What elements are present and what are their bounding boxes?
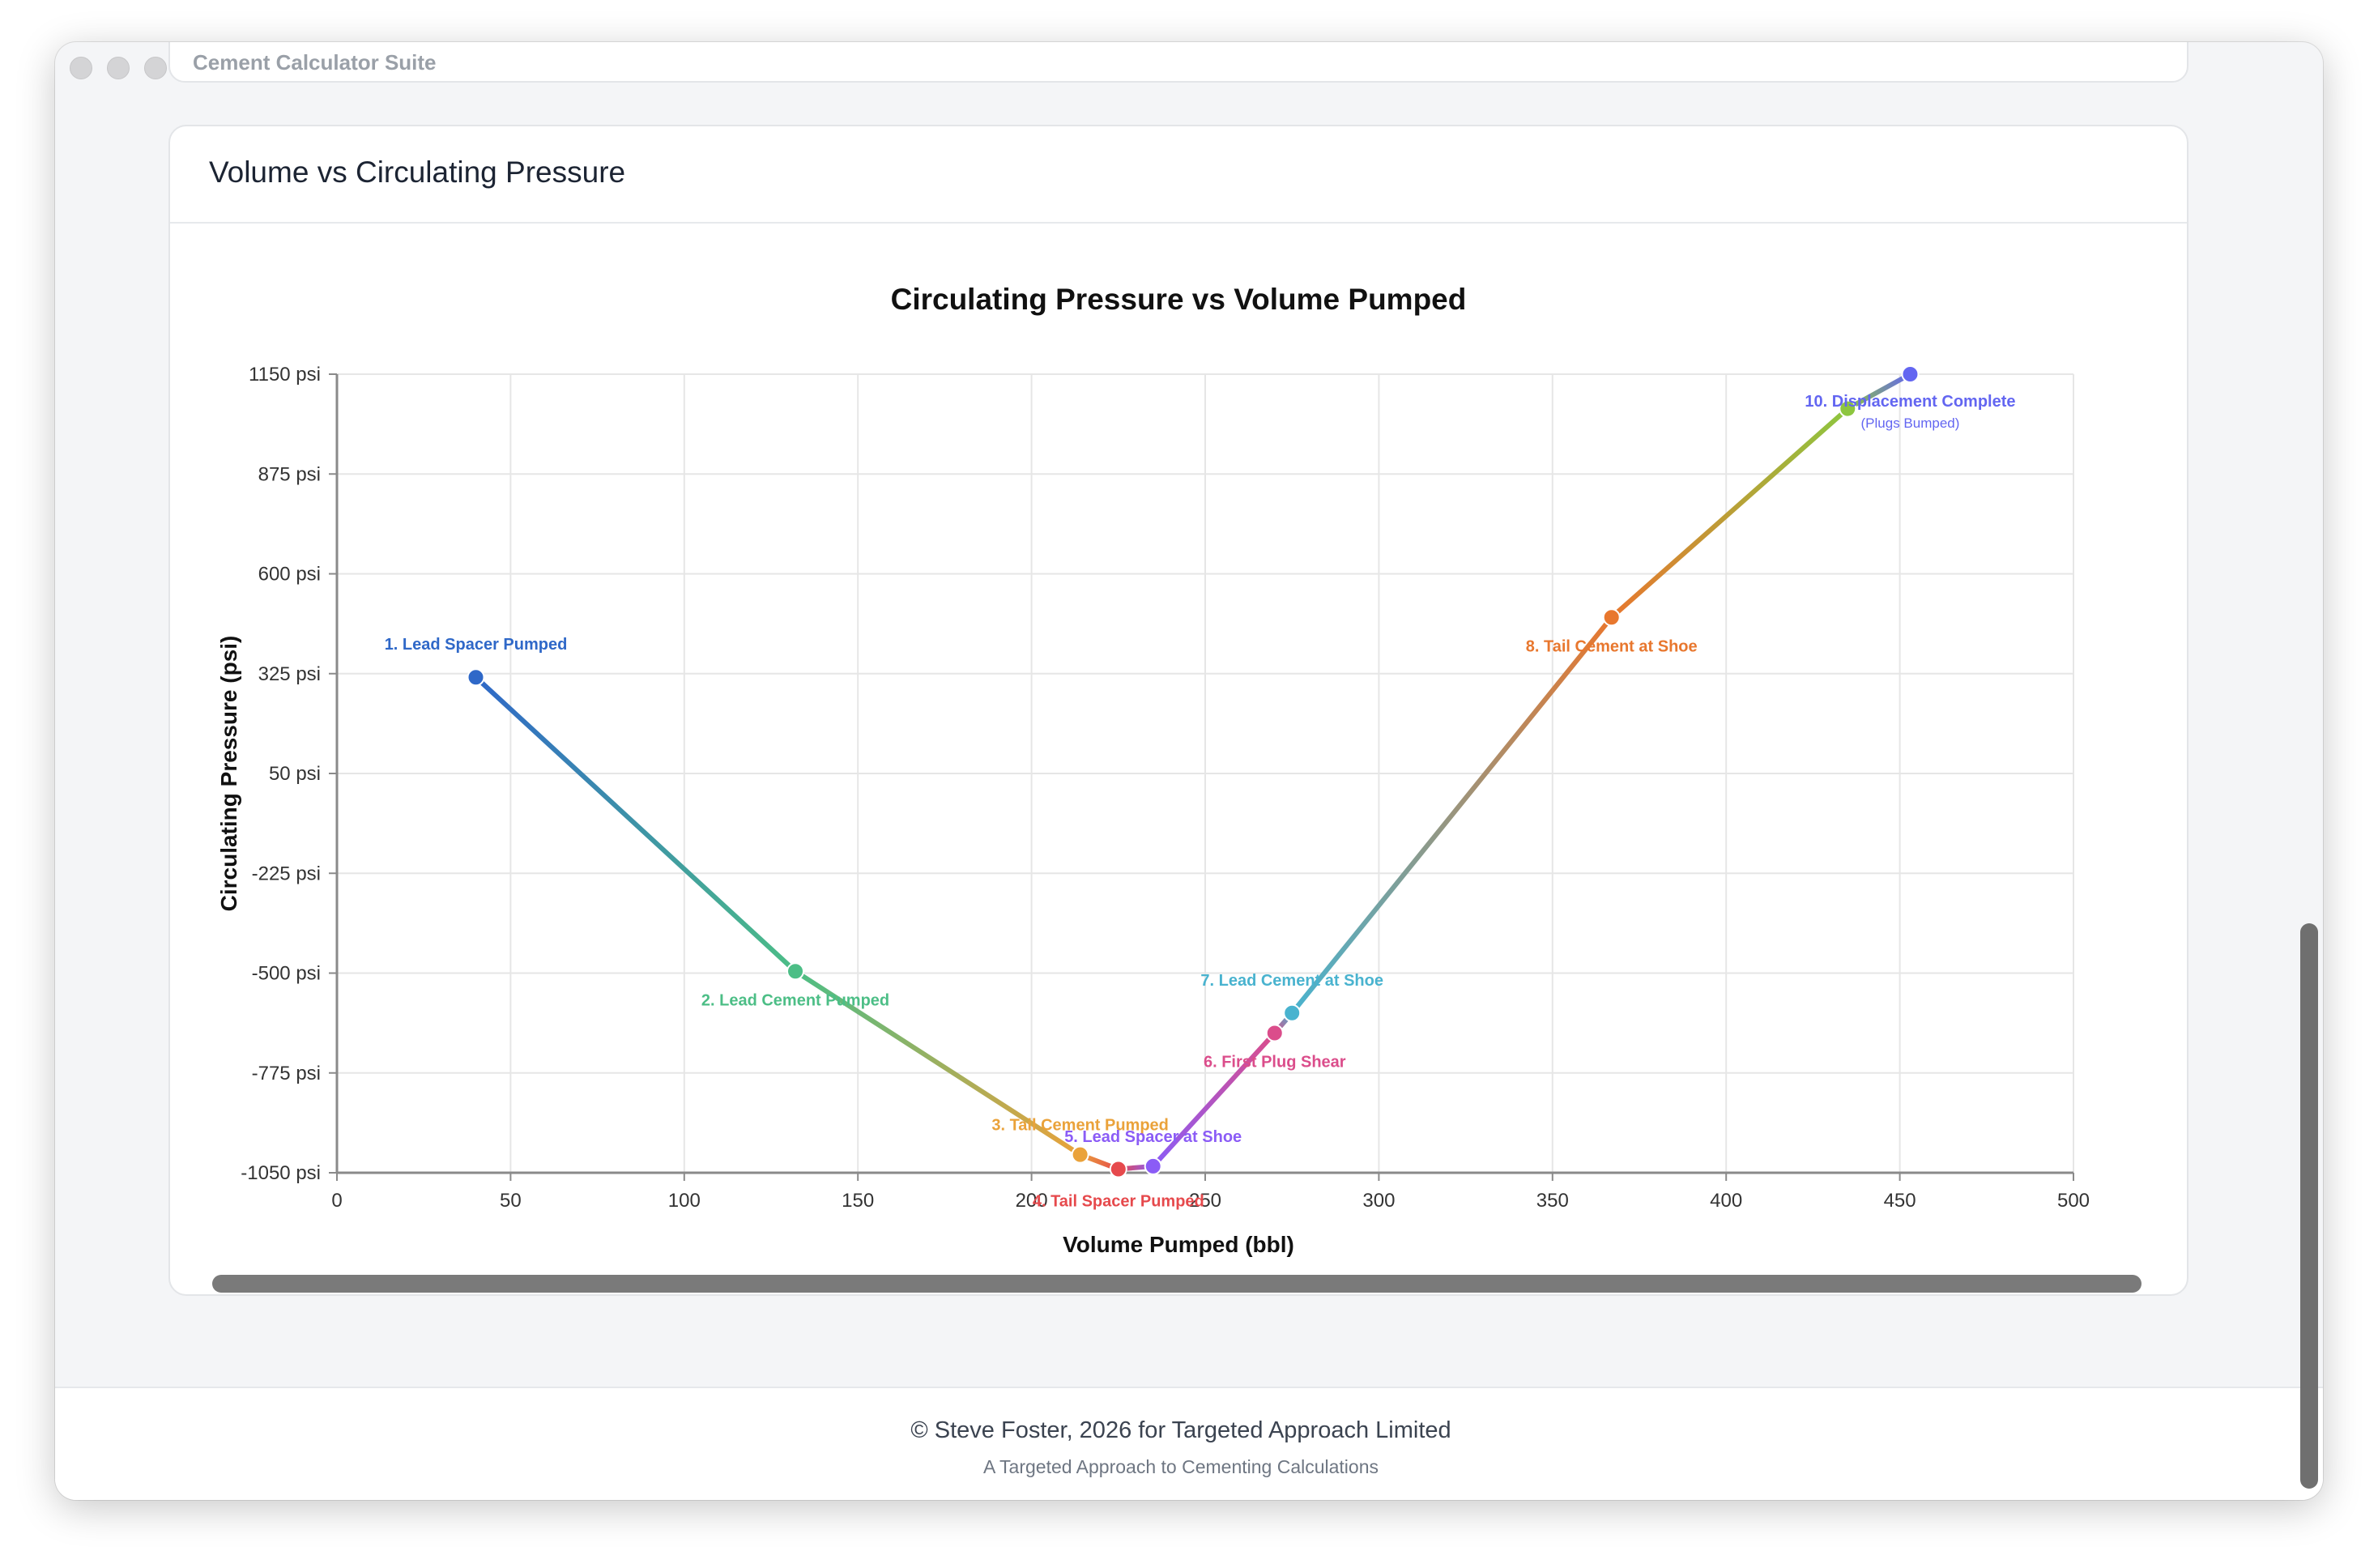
point-label: 3. Tail Cement Pumped (991, 1117, 1169, 1135)
app-header: Cement Calculator Suite (168, 42, 2188, 83)
x-tick-label: 500 (2057, 1190, 2090, 1212)
y-tick-label: 1150 psi (249, 364, 321, 386)
series-line-segment (1289, 615, 1614, 1016)
data-point (1602, 608, 1621, 627)
card-header: Volume vs Circulating Pressure (170, 126, 2187, 224)
x-tick-label: 50 (500, 1190, 522, 1212)
series-line-segment (473, 675, 799, 974)
point-label: 4. Tail Spacer Pumped (1033, 1193, 1204, 1211)
series-line-segment (1609, 406, 1851, 620)
x-tick-label: 200 (1016, 1190, 1048, 1212)
point-sublabel: (Plugs Bumped) (1861, 415, 1960, 431)
data-point (467, 668, 485, 687)
point-label: 10. Displacement Complete (1805, 393, 2015, 411)
point-label: 7. Lead Cement at Shoe (1200, 972, 1383, 990)
zoom-window-button[interactable] (144, 57, 167, 79)
x-tick-label: 250 (1189, 1190, 1221, 1212)
app-title: Cement Calculator Suite (193, 50, 437, 75)
y-tick-label: 600 psi (258, 564, 321, 586)
x-tick-label: 350 (1536, 1190, 1569, 1212)
data-point (1144, 1157, 1162, 1175)
data-point (1265, 1024, 1284, 1042)
data-point (786, 962, 805, 981)
x-tick-label: 300 (1362, 1190, 1395, 1212)
x-tick-label: 100 (668, 1190, 701, 1212)
y-axis-label: Circulating Pressure (psi) (216, 636, 241, 912)
series-line-segment (793, 969, 1083, 1157)
x-tick-label: 150 (842, 1190, 874, 1212)
chart-title: Circulating Pressure vs Volume Pumped (891, 283, 1467, 316)
close-window-button[interactable] (70, 57, 92, 79)
y-tick-label: 50 psi (269, 763, 321, 785)
footer: © Steve Foster, 2026 for Targeted Approa… (55, 1387, 2323, 1500)
y-tick-label: 875 psi (258, 463, 321, 485)
x-axis-label: Volume Pumped (bbl) (1063, 1232, 1294, 1257)
pressure-volume-chart: Circulating Pressure vs Volume Pumped 0 5… (216, 283, 2090, 1257)
minimize-window-button[interactable] (107, 57, 130, 79)
series-line-segment (1845, 372, 1913, 411)
y-tick-label: -500 psi (252, 963, 321, 985)
data-point (1283, 1003, 1302, 1022)
point-label: 5. Lead Spacer at Shoe (1064, 1128, 1242, 1146)
data-point (1901, 365, 1920, 383)
data-point (1839, 399, 1857, 418)
horizontal-scrollbar[interactable] (212, 1275, 2141, 1293)
data-point (1071, 1145, 1089, 1164)
y-tick-label: -225 psi (252, 863, 321, 884)
y-tick-label: 325 psi (258, 663, 321, 685)
y-tick-label: -1050 psi (241, 1162, 321, 1184)
point-label: 2. Lead Cement Pumped (701, 991, 889, 1009)
x-tick-label: 450 (1884, 1190, 1916, 1212)
window-controls (70, 57, 167, 79)
chart-card: Volume vs Circulating Pressure Circulati… (168, 125, 2188, 1296)
footer-copyright: © Steve Foster, 2026 for Targeted Approa… (910, 1417, 1451, 1443)
app-window: Cement Calculator Suite Volume vs Circul… (55, 42, 2323, 1500)
point-label: 6. First Plug Shear (1204, 1053, 1346, 1071)
series-line-segment (1150, 1030, 1277, 1169)
x-tick-label: 400 (1710, 1190, 1742, 1212)
card-title: Volume vs Circulating Pressure (209, 156, 626, 189)
data-point (1109, 1160, 1127, 1178)
vertical-scrollbar[interactable] (2300, 923, 2318, 1489)
y-tick-label: -775 psi (252, 1063, 321, 1084)
point-label: 8. Tail Cement at Shoe (1526, 637, 1698, 655)
x-tick-label: 0 (331, 1190, 342, 1212)
point-label: 1. Lead Spacer Pumped (385, 636, 568, 654)
footer-tagline: A Targeted Approach to Cementing Calcula… (983, 1456, 1379, 1477)
